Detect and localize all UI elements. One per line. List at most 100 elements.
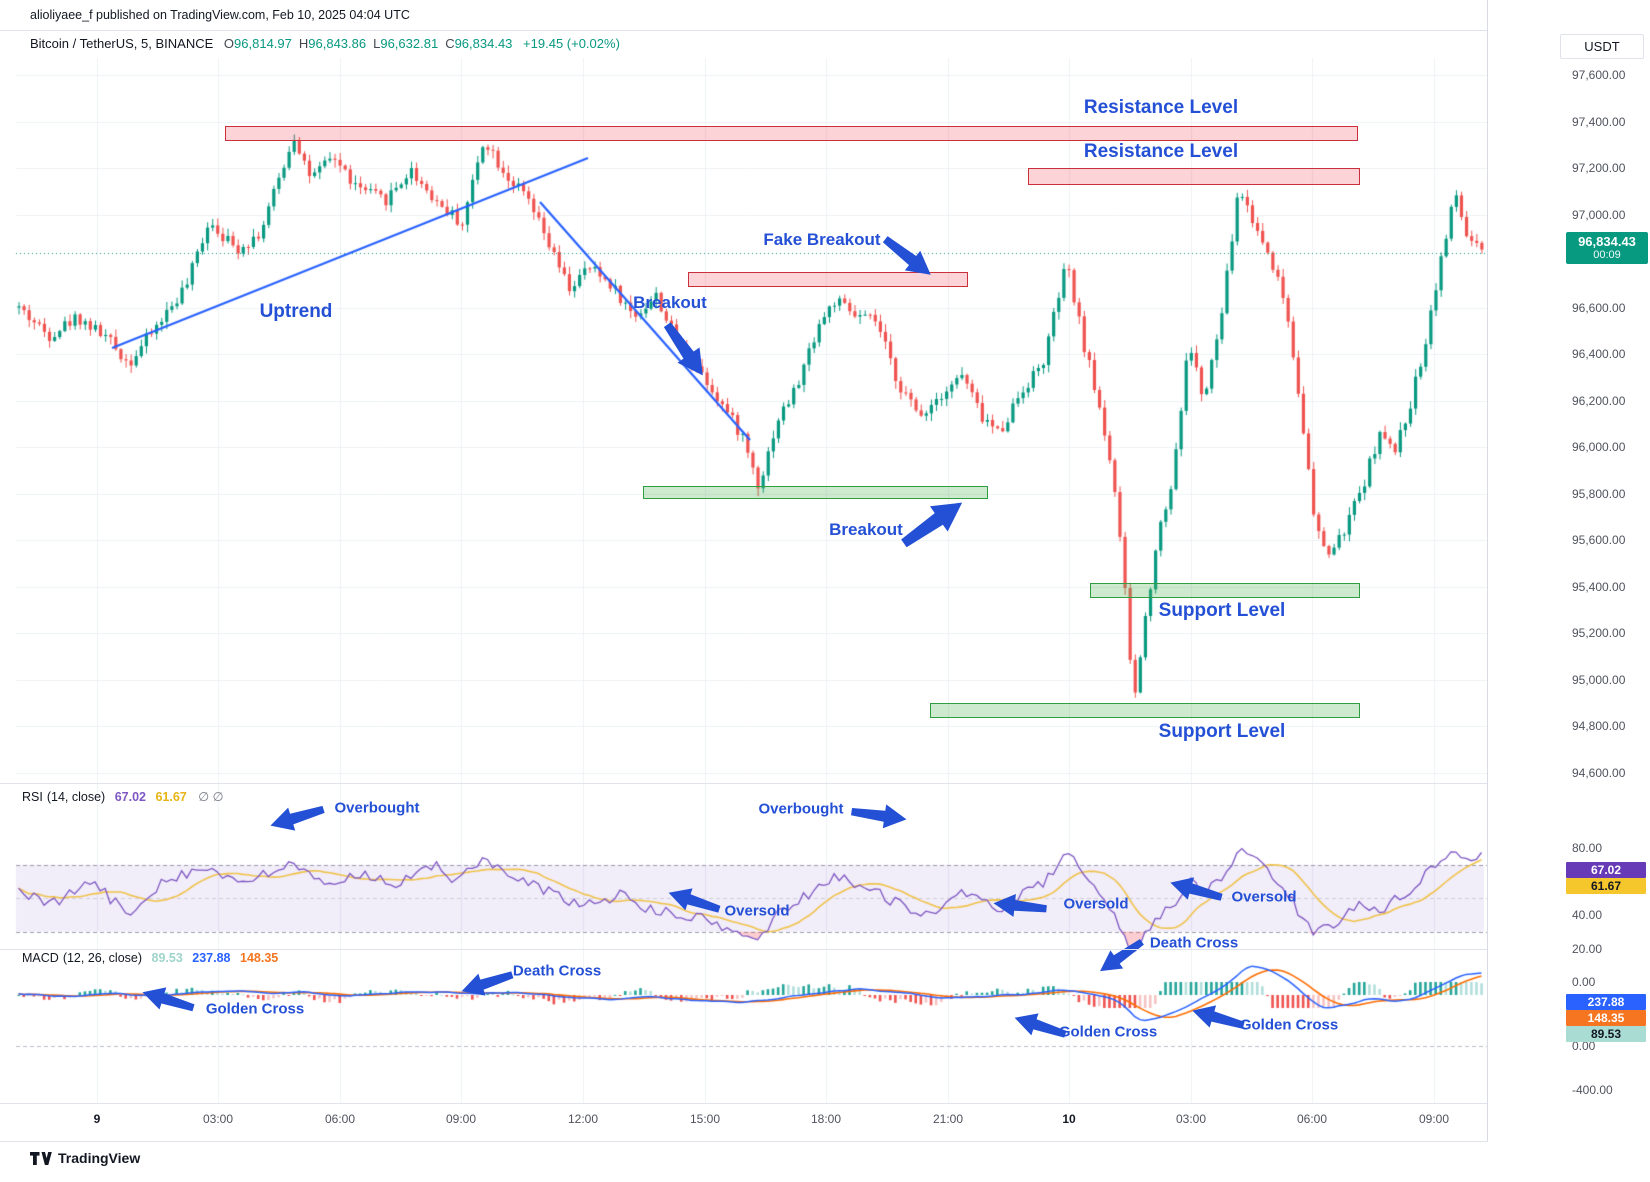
annotation-arrow-icon[interactable]: [877, 229, 939, 285]
price-axis-label: 94,600.00: [1572, 765, 1626, 780]
annotation-label[interactable]: Support Level: [1158, 600, 1286, 621]
price-axis-label: 95,600.00: [1572, 533, 1626, 547]
annotation-label[interactable]: Breakout: [829, 520, 903, 539]
price-axis-label: 95,200.00: [1572, 626, 1626, 640]
annotation-label[interactable]: Death Cross: [1149, 934, 1239, 952]
rsi-value: 67.02: [114, 790, 146, 804]
macd-axis-label: -400.00: [1572, 1083, 1613, 1097]
ohlc-label: H: [298, 36, 309, 51]
macd-hist-value: 89.53: [151, 951, 183, 965]
currency-toggle[interactable]: USDT: [1560, 34, 1644, 59]
pane-separator: [0, 783, 1488, 784]
support-zone[interactable]: [1090, 583, 1360, 598]
macd-indicator-legend[interactable]: MACD (12, 26, close) 89.53 237.88 148.35: [22, 951, 278, 965]
macd-title: MACD: [22, 951, 59, 965]
rsi-signal-value: 61.67: [155, 790, 187, 804]
annotation-arrow-icon[interactable]: [1189, 999, 1248, 1037]
annotation-label[interactable]: Breakout: [633, 293, 707, 312]
pane-separator: [0, 1103, 1488, 1104]
price-axis-label: 97,000.00: [1572, 207, 1626, 222]
price-axis-label: 96,600.00: [1572, 300, 1626, 315]
annotation-label[interactable]: Overbought: [758, 800, 844, 818]
annotation-label[interactable]: Resistance Level: [1083, 97, 1239, 118]
rsi-axis-label: 40.00: [1572, 908, 1603, 922]
indicator-value-badge: 237.88: [1566, 994, 1646, 1010]
indicator-value-badge: 61.67: [1566, 878, 1646, 894]
pane-separator: [0, 30, 1488, 31]
rsi-axis-label: 80.00: [1572, 841, 1603, 855]
ohlc-value: 96,843.86: [308, 36, 367, 51]
macd-params: (12, 26, close): [62, 951, 143, 965]
annotation-arrow-icon[interactable]: [458, 963, 517, 1003]
annotation-arrow-icon[interactable]: [139, 981, 198, 1020]
last-price-badge: 96,834.43 00:09: [1566, 232, 1648, 264]
resistance-zone[interactable]: [1028, 168, 1360, 185]
price-axis-label: 95,400.00: [1572, 579, 1626, 594]
indicator-value-badge: 148.35: [1566, 1010, 1646, 1026]
annotation-arrow-icon[interactable]: [656, 317, 714, 384]
ohlc-values: O96,814.97 H96,843.86 L96,632.81 C96,834.43: [217, 36, 513, 51]
tradingview-logo-icon: [30, 1151, 52, 1165]
support-zone[interactable]: [930, 703, 1360, 718]
tradingview-logo-text: TradingView: [58, 1150, 141, 1166]
annotation-label[interactable]: Oversold: [724, 902, 790, 920]
support-zone[interactable]: [643, 486, 988, 499]
annotation-label[interactable]: Death Cross: [512, 962, 602, 980]
price-axis-label: 96,000.00: [1572, 440, 1626, 454]
time-axis-label: 15:00: [689, 1112, 721, 1126]
annotation-label[interactable]: Overbought: [334, 799, 420, 817]
price-axis-label: 96,400.00: [1572, 347, 1626, 361]
time-axis-label: 06:00: [1296, 1112, 1328, 1126]
indicator-value-badge: 67.02: [1566, 862, 1646, 878]
price-axis-label: 95,800.00: [1572, 486, 1626, 501]
annotation-label[interactable]: Support Level: [1158, 721, 1286, 742]
price-axis[interactable]: [1487, 0, 1650, 1141]
time-axis-label: 12:00: [567, 1112, 599, 1126]
symbol-legend[interactable]: Bitcoin / TetherUS, 5, BINANCE O96,814.9…: [30, 36, 620, 51]
annotation-arrow-icon[interactable]: [665, 881, 724, 921]
annotation-label[interactable]: Oversold: [1231, 888, 1297, 906]
annotation-label[interactable]: Resistance Level: [1083, 141, 1239, 162]
symbol-title: Bitcoin / TetherUS, 5, BINANCE: [30, 36, 214, 51]
time-axis-label: 9: [93, 1112, 101, 1126]
time-axis-label: 03:00: [202, 1112, 234, 1126]
annotation-arrow-icon[interactable]: [267, 797, 328, 837]
annotation-label[interactable]: Oversold: [1063, 895, 1129, 913]
annotation-label[interactable]: Uptrend: [259, 301, 333, 322]
pane-separator: [0, 1141, 1488, 1142]
tradingview-logo[interactable]: TradingView: [30, 1150, 140, 1166]
rsi-indicator-legend[interactable]: RSI (14, close) 67.02 61.67 ∅ ∅: [22, 789, 223, 804]
price-axis-label: 97,200.00: [1572, 161, 1626, 175]
ohlc-label: O: [223, 36, 235, 51]
ohlc-value: 96,834.43: [454, 36, 513, 51]
resistance-zone[interactable]: [225, 126, 1358, 141]
annotation-arrow-icon[interactable]: [1011, 1006, 1070, 1046]
time-axis-label: 21:00: [932, 1112, 964, 1126]
annotation-arrow-icon[interactable]: [850, 799, 909, 832]
annotation-arrow-icon[interactable]: [1093, 932, 1149, 981]
annotation-arrow-icon[interactable]: [1167, 871, 1226, 909]
time-axis-label: 09:00: [445, 1112, 477, 1126]
resistance-zone[interactable]: [688, 272, 968, 287]
rsi-params: (14, close): [46, 790, 106, 804]
time-axis-label: 06:00: [324, 1112, 356, 1126]
attribution-text: alioliyaee_f published on TradingView.co…: [30, 8, 410, 22]
annotation-arrow-icon[interactable]: [992, 891, 1048, 921]
annotation-label[interactable]: Fake Breakout: [763, 230, 881, 249]
time-axis-label: 10: [1062, 1112, 1076, 1126]
time-axis-label: 03:00: [1175, 1112, 1207, 1126]
ohlc-label: L: [373, 36, 381, 51]
rsi-title: RSI: [22, 790, 43, 804]
ohlc-label: C: [445, 36, 455, 51]
last-price-value: 96,834.43: [1578, 234, 1636, 249]
annotation-label[interactable]: Golden Cross: [205, 1000, 305, 1018]
price-axis-label: 94,800.00: [1572, 719, 1626, 733]
price-axis-label: 96,200.00: [1572, 393, 1626, 408]
annotation-label[interactable]: Golden Cross: [1058, 1023, 1158, 1041]
annotation-arrow-icon[interactable]: [894, 489, 971, 557]
annotation-label[interactable]: Golden Cross: [1239, 1016, 1339, 1034]
rsi-axis-label: 0.00: [1572, 975, 1596, 989]
ohlc-value: 96,632.81: [380, 36, 439, 51]
